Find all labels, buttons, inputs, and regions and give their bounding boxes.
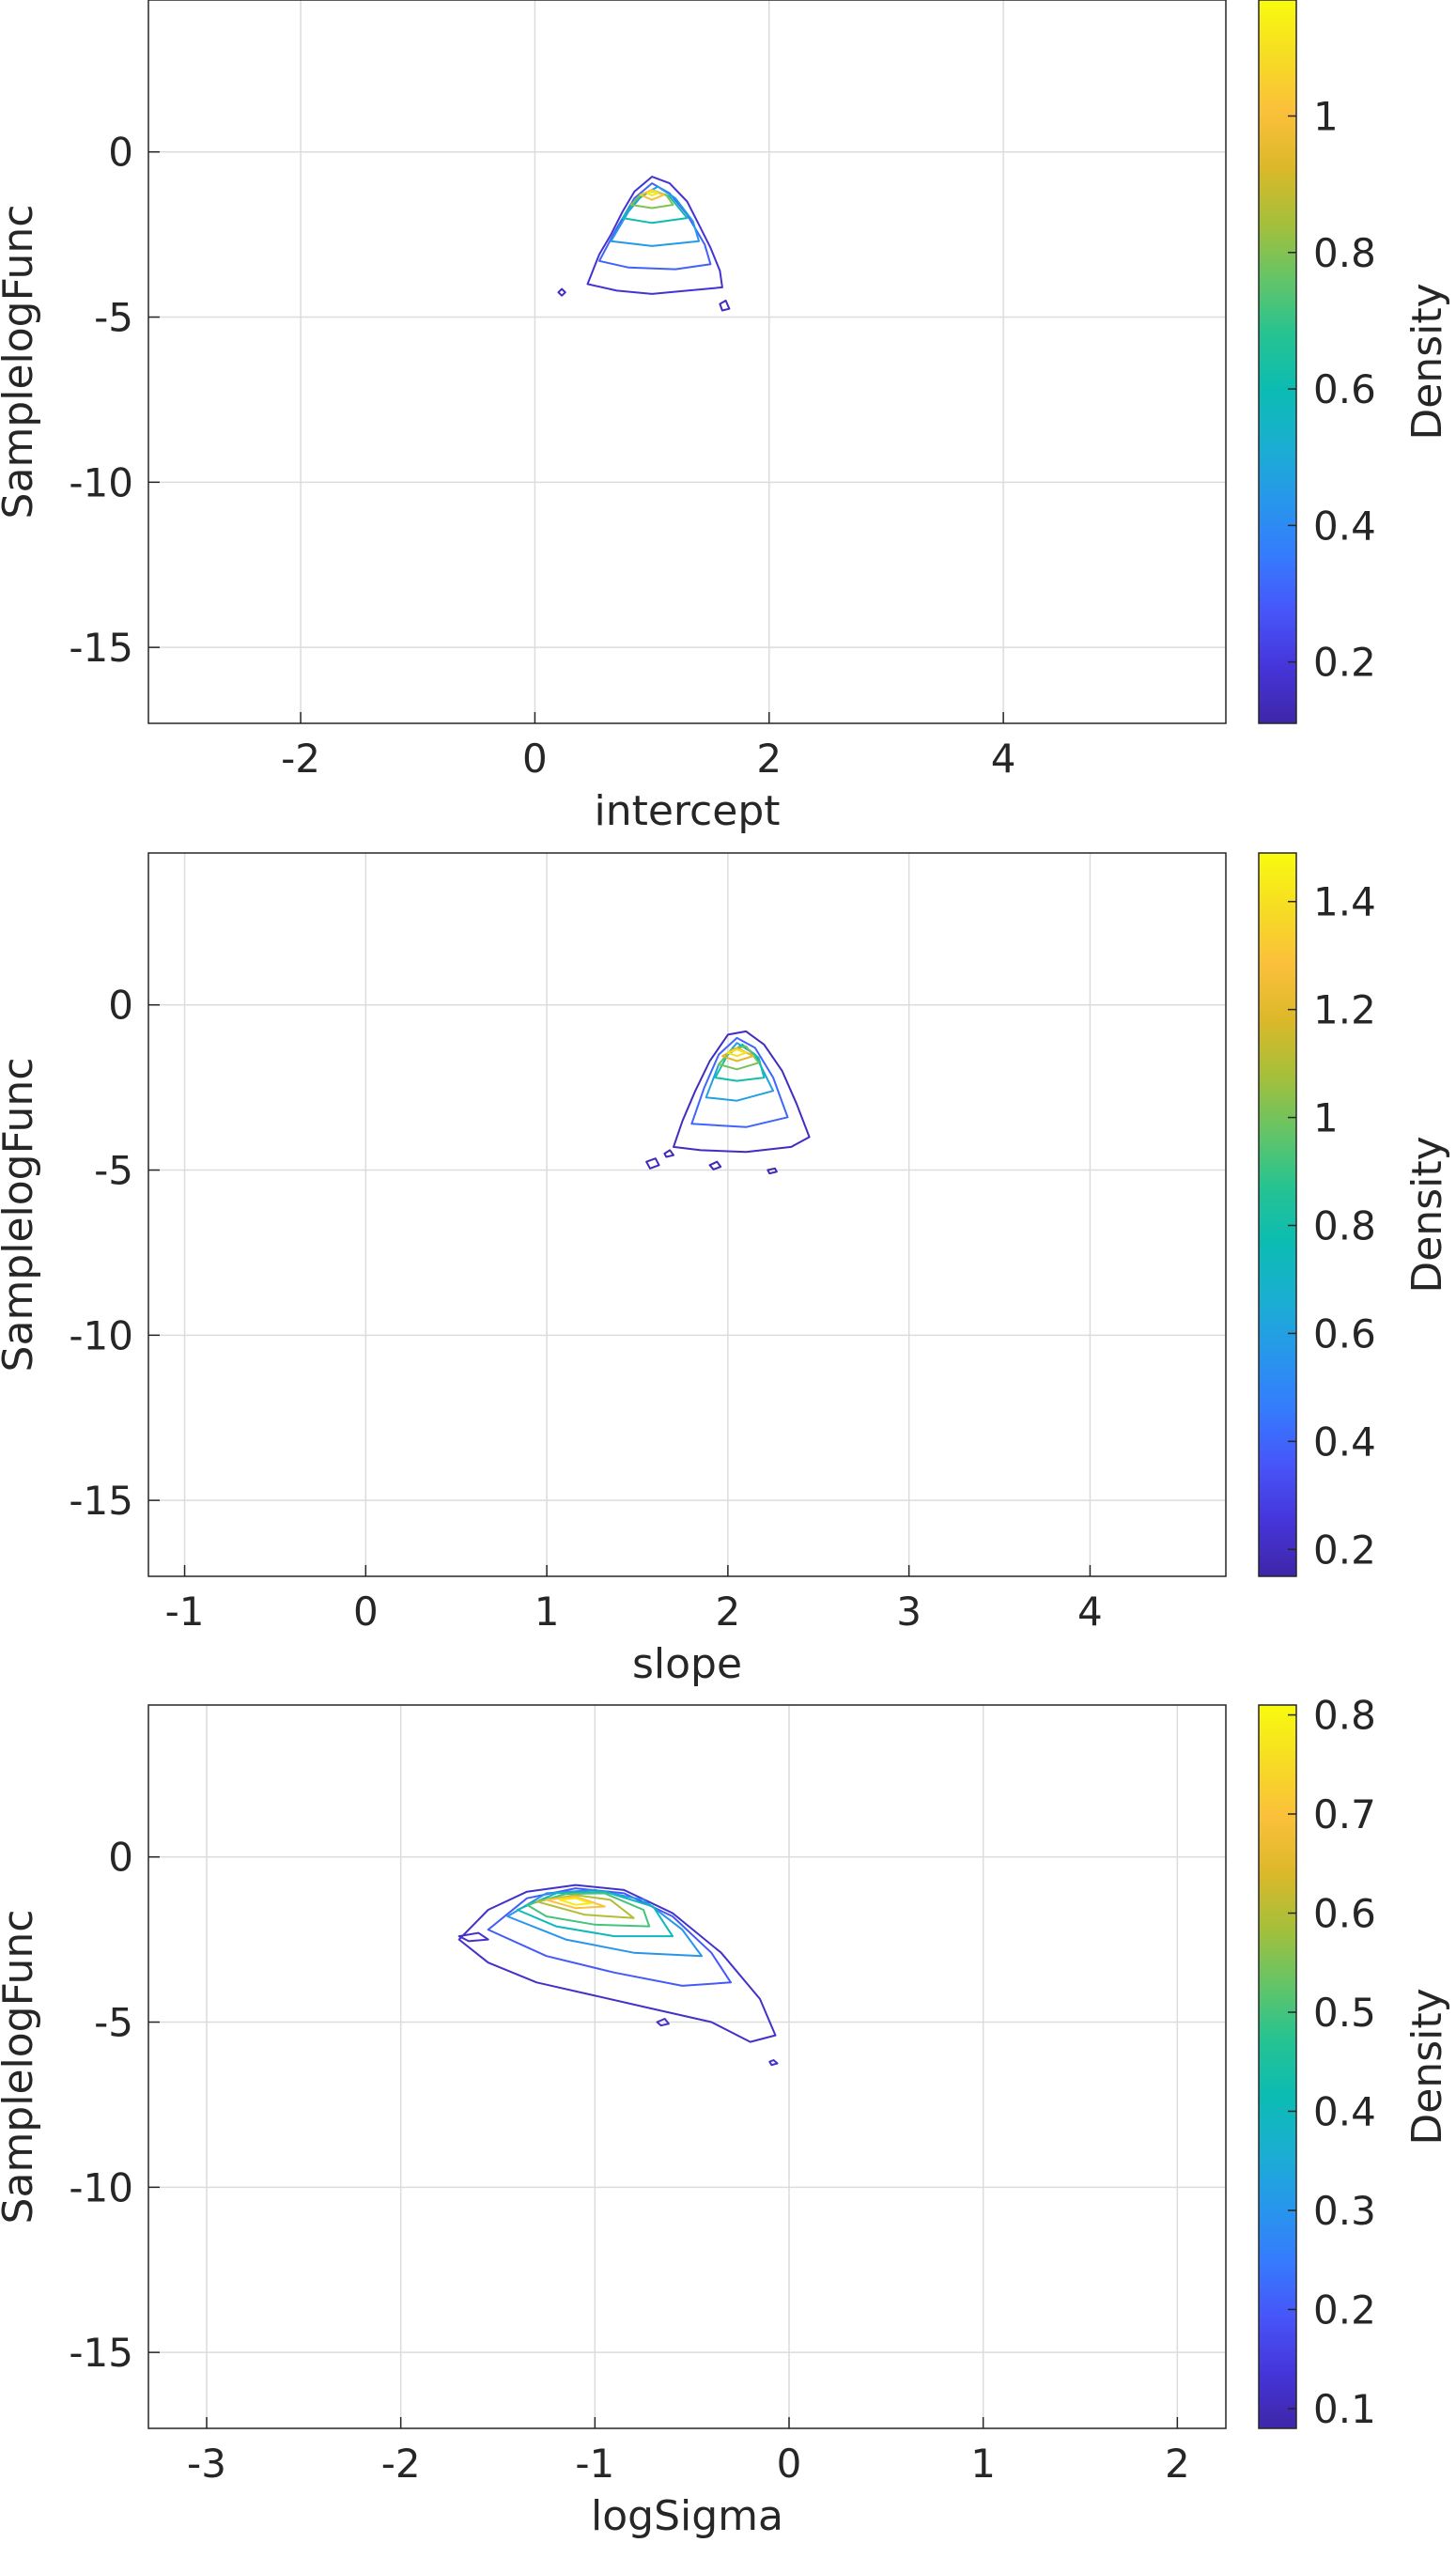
y-tick-label: 0 xyxy=(108,1835,133,1881)
y-axis-label: SamplelogFunc xyxy=(0,1910,42,2225)
x-tick-label: -2 xyxy=(281,736,320,782)
contour-line xyxy=(690,1036,789,1128)
contour-line xyxy=(708,1160,722,1170)
contour-line xyxy=(663,1149,674,1158)
colorbar-tick-label: 0.4 xyxy=(1313,2088,1376,2134)
x-tick-label: 2 xyxy=(716,1589,741,1635)
colorbar-tick-label: 0.4 xyxy=(1313,503,1376,549)
contour-line xyxy=(656,2018,670,2027)
y-axis-label: SamplelogFunc xyxy=(0,205,42,519)
x-tick-label: -1 xyxy=(165,1589,205,1635)
colorbar-tick-label: 0.2 xyxy=(1313,2287,1376,2333)
colorbar-tick-label: 0.7 xyxy=(1313,1791,1376,1837)
subplot-2: -1 0 1 2 3 40-5-10-15slopeSamplelogFunc0.20.4… xyxy=(0,852,1451,1688)
colorbar-tick-label: 0.6 xyxy=(1313,366,1376,412)
axes-background xyxy=(148,0,1226,723)
y-tick-label: -15 xyxy=(69,625,133,671)
contour-lines xyxy=(557,176,731,312)
x-axis-label: intercept xyxy=(595,787,781,835)
colorbar-label: Density xyxy=(1403,1988,1451,2145)
contour-line xyxy=(516,1890,674,1938)
colorbar-tick-label: 0.4 xyxy=(1313,1419,1376,1465)
contour-line xyxy=(767,1167,778,1175)
x-axis-label: slope xyxy=(632,1640,742,1688)
x-tick-label: 4 xyxy=(1077,1589,1103,1635)
colorbar-label: Density xyxy=(1403,1136,1451,1293)
y-tick-label: 0 xyxy=(108,130,133,176)
contour-line xyxy=(639,189,665,201)
contour-line xyxy=(726,1048,748,1058)
contour-line xyxy=(586,176,723,295)
y-tick-label: -5 xyxy=(94,295,133,341)
y-tick-label: -10 xyxy=(69,459,133,505)
colorbar-label: Density xyxy=(1403,283,1451,440)
colorbar-tick-label: 0.2 xyxy=(1313,1527,1376,1573)
contour-line xyxy=(545,1895,606,1910)
contour-lines xyxy=(645,1030,811,1175)
contour-line xyxy=(457,1931,489,1943)
x-tick-label: 2 xyxy=(756,736,782,782)
contour-line xyxy=(559,1897,593,1906)
colorbar-tick-label: 1.4 xyxy=(1313,879,1376,925)
contour-line xyxy=(457,1884,777,2043)
colorbar-tick-label: 1 xyxy=(1313,93,1339,139)
contour-line xyxy=(768,2059,779,2067)
colorbar-tick-label: 1 xyxy=(1313,1095,1339,1141)
axes-box xyxy=(147,1704,1227,2429)
colorbar-tick-label: 0.6 xyxy=(1313,1891,1376,1937)
y-tick-label: -10 xyxy=(69,2164,133,2210)
y-tick-label: -5 xyxy=(94,1148,133,1194)
contour-line xyxy=(646,190,659,197)
subplot-1: -2 0 2 4 0 -5 -10 -15 intercept SamplelogFunc 0.2 0… xyxy=(0,0,1451,835)
axes-box xyxy=(147,0,1227,724)
colorbar-tick-label: 0.5 xyxy=(1313,1990,1376,2036)
colorbar-tick-label: 0.8 xyxy=(1313,230,1376,276)
contour-line xyxy=(719,300,731,312)
x-tick-label: 1 xyxy=(534,1589,560,1635)
y-tick-label: -5 xyxy=(94,2000,133,2046)
colorbar-tick-label: 1.2 xyxy=(1313,987,1376,1033)
contour-line xyxy=(526,1892,651,1928)
colorbar-tick-label: 0.8 xyxy=(1313,1202,1376,1248)
x-axis-label: logSigma xyxy=(591,2492,783,2540)
axes-box xyxy=(147,852,1227,1577)
contour-line xyxy=(645,1157,660,1170)
subplot-3: -3 -2 -1 0 1 20-5-10-15logSigmaSamplelogFunc0… xyxy=(0,1693,1451,2540)
colorbar xyxy=(1258,1704,1297,2429)
y-tick-label: -15 xyxy=(69,2330,133,2376)
x-tick-label: 0 xyxy=(777,2441,802,2487)
contour-line xyxy=(673,1030,811,1154)
colorbar xyxy=(1258,852,1297,1577)
contour-line xyxy=(535,1894,635,1919)
contour-line xyxy=(557,287,566,297)
x-tick-label: 0 xyxy=(522,736,548,782)
axes-background xyxy=(148,1705,1226,2428)
x-tick-label: 0 xyxy=(353,1589,379,1635)
colorbar-tick-label: 0.3 xyxy=(1313,2188,1376,2234)
y-tick-label: -10 xyxy=(69,1312,133,1358)
colorbar-tick-label: 0.1 xyxy=(1313,2386,1376,2432)
x-tick-label: 3 xyxy=(896,1589,922,1635)
colorbar-tick-label: 0.8 xyxy=(1313,1693,1376,1739)
x-tick-label: -1 xyxy=(575,2441,614,2487)
x-tick-label: 1 xyxy=(970,2441,996,2487)
x-tick-label: -3 xyxy=(187,2441,226,2487)
y-axis-label: SamplelogFunc xyxy=(0,1058,42,1372)
y-tick-label: -15 xyxy=(69,1478,133,1524)
x-tick-label: -2 xyxy=(381,2441,421,2487)
axes-background xyxy=(148,853,1226,1576)
x-tick-label: 2 xyxy=(1165,2441,1190,2487)
colorbar xyxy=(1258,0,1297,724)
y-tick-label: 0 xyxy=(108,983,133,1029)
x-tick-label: 4 xyxy=(991,736,1016,782)
contour-lines xyxy=(457,1884,779,2067)
colorbar-tick-label: 0.2 xyxy=(1313,640,1376,686)
colorbar-tick-label: 0.6 xyxy=(1313,1310,1376,1357)
